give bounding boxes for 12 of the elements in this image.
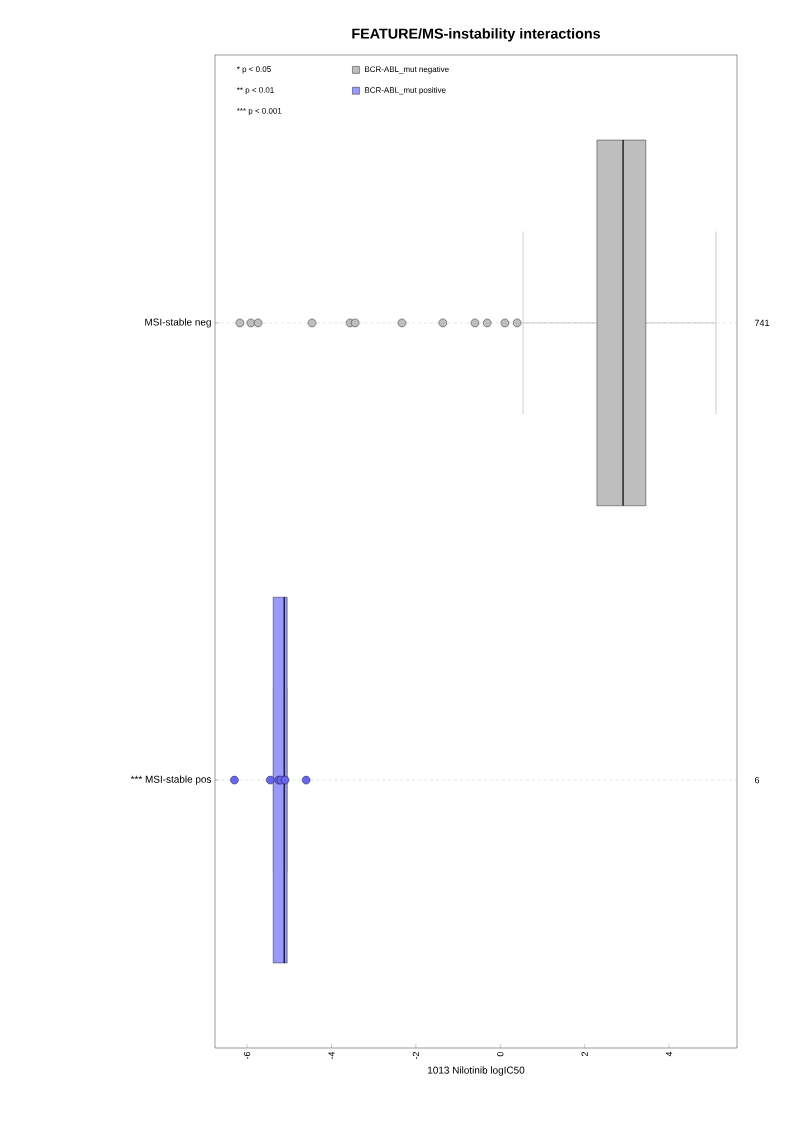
y-tick-label: MSI-stable neg [145,318,211,328]
x-tick-label: -6 [243,1051,251,1060]
x-tick-label: -2 [412,1051,419,1060]
text: 6 [754,776,760,784]
text: 741 [754,319,770,326]
x-axis-title: 1013 Nilotinib logIC50 [428,1066,525,1076]
x-tick-label: 2 [581,1051,588,1057]
y-tick-label: *** MSI-stable pos [130,775,212,785]
chart-title: FEATURE/MS-instability interactions [352,28,601,42]
x-tick-label: 0 [497,1051,504,1057]
x-tick-label: 4 [665,1051,673,1057]
x-tick-label: -4 [328,1051,335,1060]
